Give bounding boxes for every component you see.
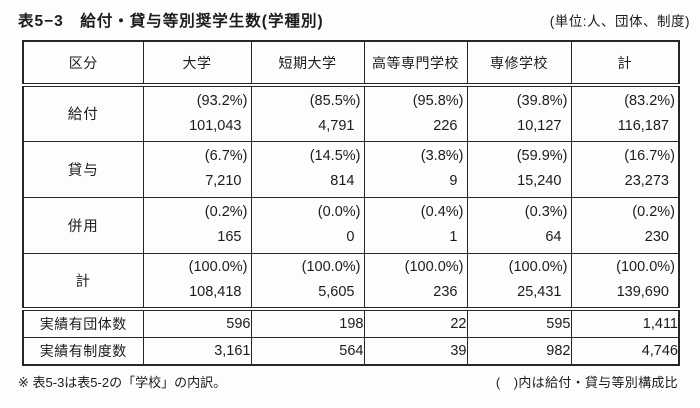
- data-cell: (0.2%) 165: [142, 196, 252, 254]
- pct-value: (59.9%): [516, 148, 568, 164]
- data-cell: (0.2%) 230: [570, 196, 680, 254]
- page-title: 表5−3 給付・貸与等別奨学生数(学種別): [18, 13, 324, 30]
- table-row-total: 計 (100.0%) 108,418 (100.0%) 5,605 (100.0…: [22, 252, 680, 311]
- data-cell: (95.8%) 226: [363, 84, 468, 142]
- pct-value: (6.7%): [204, 148, 248, 164]
- data-cell: (100.0%) 108,418: [142, 252, 252, 311]
- num-value: 1: [449, 229, 458, 245]
- data-cell: (100.0%) 25,431: [466, 252, 572, 311]
- col-header-university: 大学: [142, 40, 252, 87]
- table-row-loans: 貸与 (6.7%) 7,210 (14.5%) 814 (3.8%) 9 (59…: [22, 140, 680, 198]
- num-value: 9: [449, 173, 458, 189]
- data-cell: (59.9%) 15,240: [466, 140, 572, 198]
- num-value: 236: [433, 284, 458, 301]
- pct-value: (16.7%): [624, 148, 675, 164]
- num-value: 22: [363, 308, 468, 338]
- data-cell: (100.0%) 5,605: [250, 252, 365, 311]
- unit-note: (単位:人、団体、制度): [549, 14, 690, 29]
- pct-value: (93.2%): [196, 92, 248, 109]
- data-cell: (16.7%) 23,273: [570, 140, 680, 198]
- num-value: 0: [346, 229, 355, 245]
- pct-value: (0.2%): [204, 204, 248, 220]
- num-value: 4,791: [318, 117, 355, 134]
- num-value: 3,161: [142, 336, 252, 366]
- num-value: 814: [330, 173, 355, 189]
- footnotes: ※ 表5-3は表5-2の「学校」の内訳。 ( )内は給付・貸与等別構成比: [18, 372, 678, 391]
- col-header-total: 計: [570, 40, 680, 87]
- pct-value: (83.2%): [624, 92, 675, 109]
- num-value: 596: [142, 308, 252, 338]
- num-value: 1,411: [570, 308, 680, 338]
- pct-value: (3.8%): [420, 148, 464, 164]
- num-value: 139,690: [616, 284, 669, 301]
- pct-value: (95.8%): [412, 92, 464, 109]
- num-value: 4,746: [570, 336, 680, 366]
- row-label: 貸与: [22, 140, 144, 198]
- col-header-vocational-school: 専修学校: [466, 40, 572, 87]
- pct-value: (100.0%): [188, 259, 248, 276]
- row-label: 給付: [22, 84, 144, 142]
- pct-value: (0.0%): [317, 204, 361, 220]
- data-cell: (3.8%) 9: [363, 140, 468, 198]
- num-value: 39: [363, 336, 468, 366]
- num-value: 982: [466, 336, 572, 366]
- pct-value: (100.0%): [508, 259, 568, 276]
- row-label: 実績有制度数: [22, 336, 144, 366]
- row-label: 併用: [22, 196, 144, 254]
- col-header-junior-college: 短期大学: [250, 40, 365, 87]
- pct-value: (100.0%): [616, 259, 675, 276]
- pct-value: (85.5%): [309, 92, 361, 109]
- footnote-left: ※ 表5-3は表5-2の「学校」の内訳。: [18, 375, 227, 390]
- pct-value: (100.0%): [404, 259, 464, 276]
- data-cell: (83.2%) 116,187: [570, 84, 680, 142]
- pct-value: (0.4%): [420, 204, 464, 220]
- title-bar: 表5−3 給付・貸与等別奨学生数(学種別) (単位:人、団体、制度): [0, 0, 700, 31]
- pct-value: (100.0%): [301, 259, 361, 276]
- data-cell: (0.0%) 0: [250, 196, 365, 254]
- num-value: 198: [250, 308, 365, 338]
- table-row-grants: 給付 (93.2%) 101,043 (85.5%) 4,791 (95.8%)…: [22, 84, 680, 142]
- data-cell: (6.7%) 7,210: [142, 140, 252, 198]
- num-value: 15,240: [517, 173, 562, 189]
- pct-value: (0.2%): [632, 204, 675, 220]
- data-cell: (85.5%) 4,791: [250, 84, 365, 142]
- num-value: 5,605: [318, 284, 355, 301]
- data-cell: (93.2%) 101,043: [142, 84, 252, 142]
- num-value: 10,127: [517, 117, 562, 134]
- footnote-right: ( )内は給付・貸与等別構成比: [495, 375, 678, 390]
- num-value: 165: [217, 229, 242, 245]
- num-value: 116,187: [617, 117, 669, 134]
- num-value: 101,043: [189, 117, 242, 134]
- data-cell: (0.3%) 64: [466, 196, 572, 254]
- num-value: 226: [433, 117, 458, 134]
- data-cell: (14.5%) 814: [250, 140, 365, 198]
- pct-value: (0.3%): [524, 204, 568, 220]
- table-row-org-count: 実績有団体数 596 198 22 595 1,411: [22, 308, 680, 338]
- num-value: 23,273: [624, 173, 669, 189]
- col-header-technical-college: 高等専門学校: [363, 40, 468, 87]
- data-cell: (39.8%) 10,127: [466, 84, 572, 142]
- num-value: 25,431: [517, 284, 562, 301]
- row-label: 計: [22, 252, 144, 311]
- num-value: 564: [250, 336, 365, 366]
- pct-value: (39.8%): [516, 92, 568, 109]
- scholarship-table: 区分 大学 短期大学 高等専門学校 専修学校 計 給付 (93.2%) 101,…: [22, 40, 680, 366]
- data-cell: (100.0%) 139,690: [570, 252, 680, 311]
- table-row-combined: 併用 (0.2%) 165 (0.0%) 0 (0.4%) 1 (0.3%) 6…: [22, 196, 680, 254]
- num-value: 595: [466, 308, 572, 338]
- data-cell: (100.0%) 236: [363, 252, 468, 311]
- row-label: 実績有団体数: [22, 308, 144, 338]
- num-value: 230: [644, 229, 669, 245]
- col-header-kubun: 区分: [22, 40, 144, 87]
- data-cell: (0.4%) 1: [363, 196, 468, 254]
- table-row-system-count: 実績有制度数 3,161 564 39 982 4,746: [22, 336, 680, 366]
- header-row: 区分 大学 短期大学 高等専門学校 専修学校 計: [22, 40, 680, 87]
- pct-value: (14.5%): [309, 148, 361, 164]
- num-value: 7,210: [205, 173, 242, 189]
- num-value: 108,418: [189, 284, 242, 301]
- num-value: 64: [545, 229, 562, 245]
